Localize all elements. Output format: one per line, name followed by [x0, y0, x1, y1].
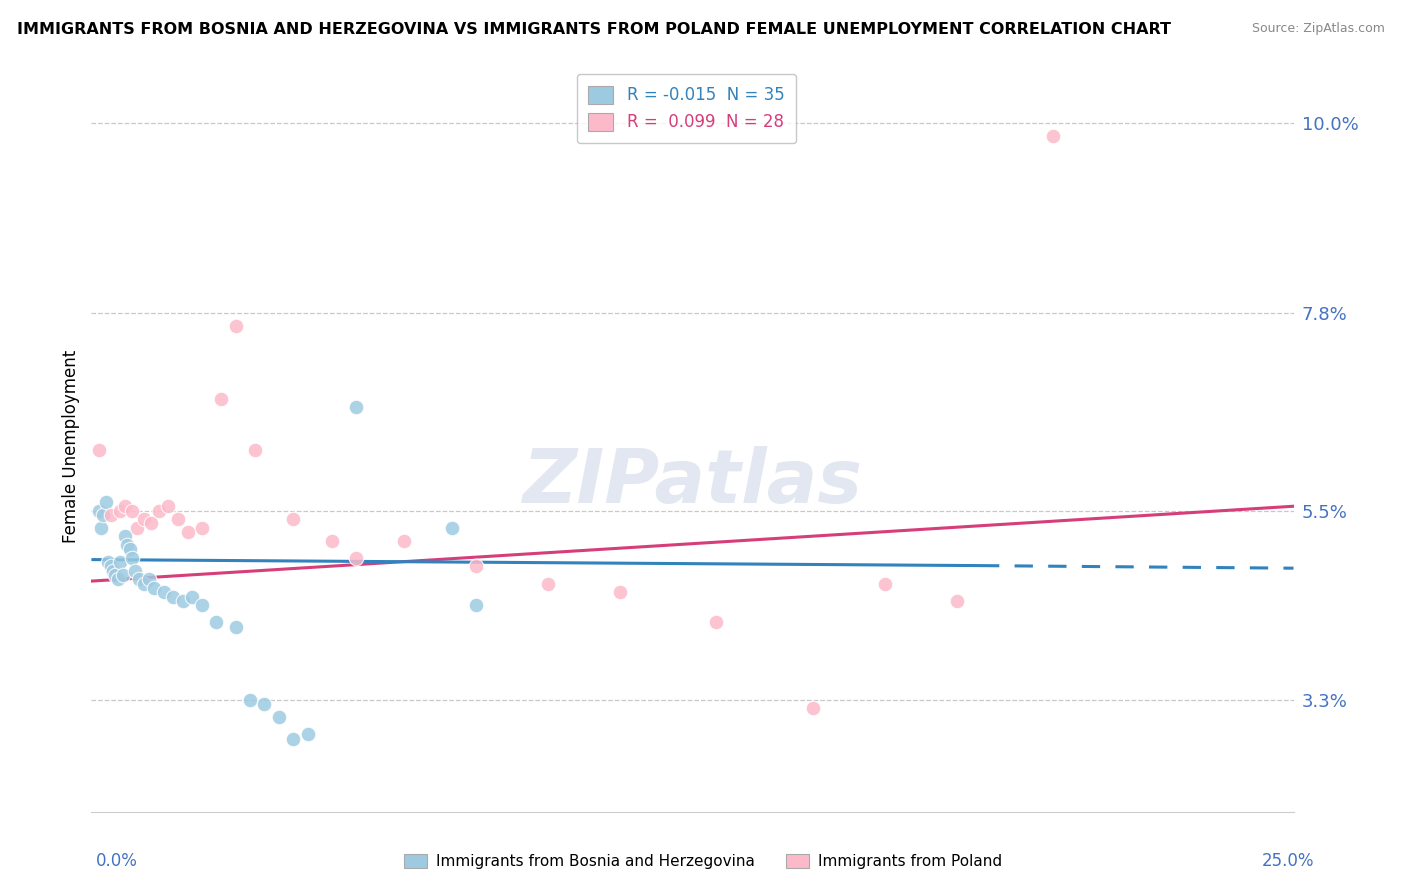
Text: 25.0%: 25.0% — [1263, 852, 1315, 870]
Point — [253, 697, 276, 711]
Point — [167, 512, 190, 526]
Point — [124, 564, 146, 578]
Point — [114, 529, 136, 543]
Point — [125, 521, 148, 535]
Y-axis label: Female Unemployment: Female Unemployment — [62, 350, 80, 542]
Point — [440, 521, 463, 535]
Point — [87, 443, 110, 458]
Point — [162, 590, 184, 604]
Point — [152, 585, 174, 599]
Point — [946, 594, 969, 608]
Point — [344, 550, 367, 565]
Point — [609, 585, 631, 599]
Point — [90, 521, 112, 535]
Text: ZIPatlas: ZIPatlas — [523, 446, 862, 519]
Point — [128, 573, 150, 587]
Point — [321, 533, 343, 548]
Point — [141, 516, 163, 531]
Point — [134, 512, 156, 526]
Point — [111, 568, 134, 582]
Legend: Immigrants from Bosnia and Herzegovina, Immigrants from Poland: Immigrants from Bosnia and Herzegovina, … — [398, 847, 1008, 875]
Point — [267, 710, 290, 724]
Text: 0.0%: 0.0% — [96, 852, 138, 870]
Point — [344, 401, 367, 415]
Point — [100, 559, 122, 574]
Point — [205, 615, 228, 630]
Text: IMMIGRANTS FROM BOSNIA AND HERZEGOVINA VS IMMIGRANTS FROM POLAND FEMALE UNEMPLOY: IMMIGRANTS FROM BOSNIA AND HERZEGOVINA V… — [17, 22, 1171, 37]
Point — [465, 598, 488, 612]
Point — [283, 731, 305, 746]
Point — [117, 538, 139, 552]
Point — [225, 318, 247, 333]
Point — [225, 620, 247, 634]
Point — [172, 594, 194, 608]
Point — [465, 559, 488, 574]
Point — [121, 550, 143, 565]
Point — [706, 615, 728, 630]
Legend: R = -0.015  N = 35, R =  0.099  N = 28: R = -0.015 N = 35, R = 0.099 N = 28 — [576, 74, 796, 143]
Point — [101, 564, 124, 578]
Point — [87, 503, 110, 517]
Point — [191, 598, 214, 612]
Point — [191, 521, 214, 535]
Point — [283, 512, 305, 526]
Point — [148, 503, 170, 517]
Point — [239, 693, 262, 707]
Point — [134, 576, 156, 591]
Point — [118, 542, 141, 557]
Point — [142, 581, 165, 595]
Point — [104, 568, 127, 582]
Point — [243, 443, 266, 458]
Point — [94, 495, 117, 509]
Point — [801, 701, 824, 715]
Point — [1042, 129, 1064, 144]
Point — [176, 524, 198, 539]
Point — [110, 503, 132, 517]
Point — [100, 508, 122, 522]
Point — [157, 500, 180, 514]
Text: Source: ZipAtlas.com: Source: ZipAtlas.com — [1251, 22, 1385, 36]
Point — [121, 503, 143, 517]
Point — [537, 576, 560, 591]
Point — [297, 727, 319, 741]
Point — [209, 392, 232, 406]
Point — [181, 590, 204, 604]
Point — [110, 555, 132, 569]
Point — [97, 555, 120, 569]
Point — [107, 573, 129, 587]
Point — [138, 573, 160, 587]
Point — [114, 500, 136, 514]
Point — [873, 576, 896, 591]
Point — [93, 508, 115, 522]
Point — [392, 533, 415, 548]
